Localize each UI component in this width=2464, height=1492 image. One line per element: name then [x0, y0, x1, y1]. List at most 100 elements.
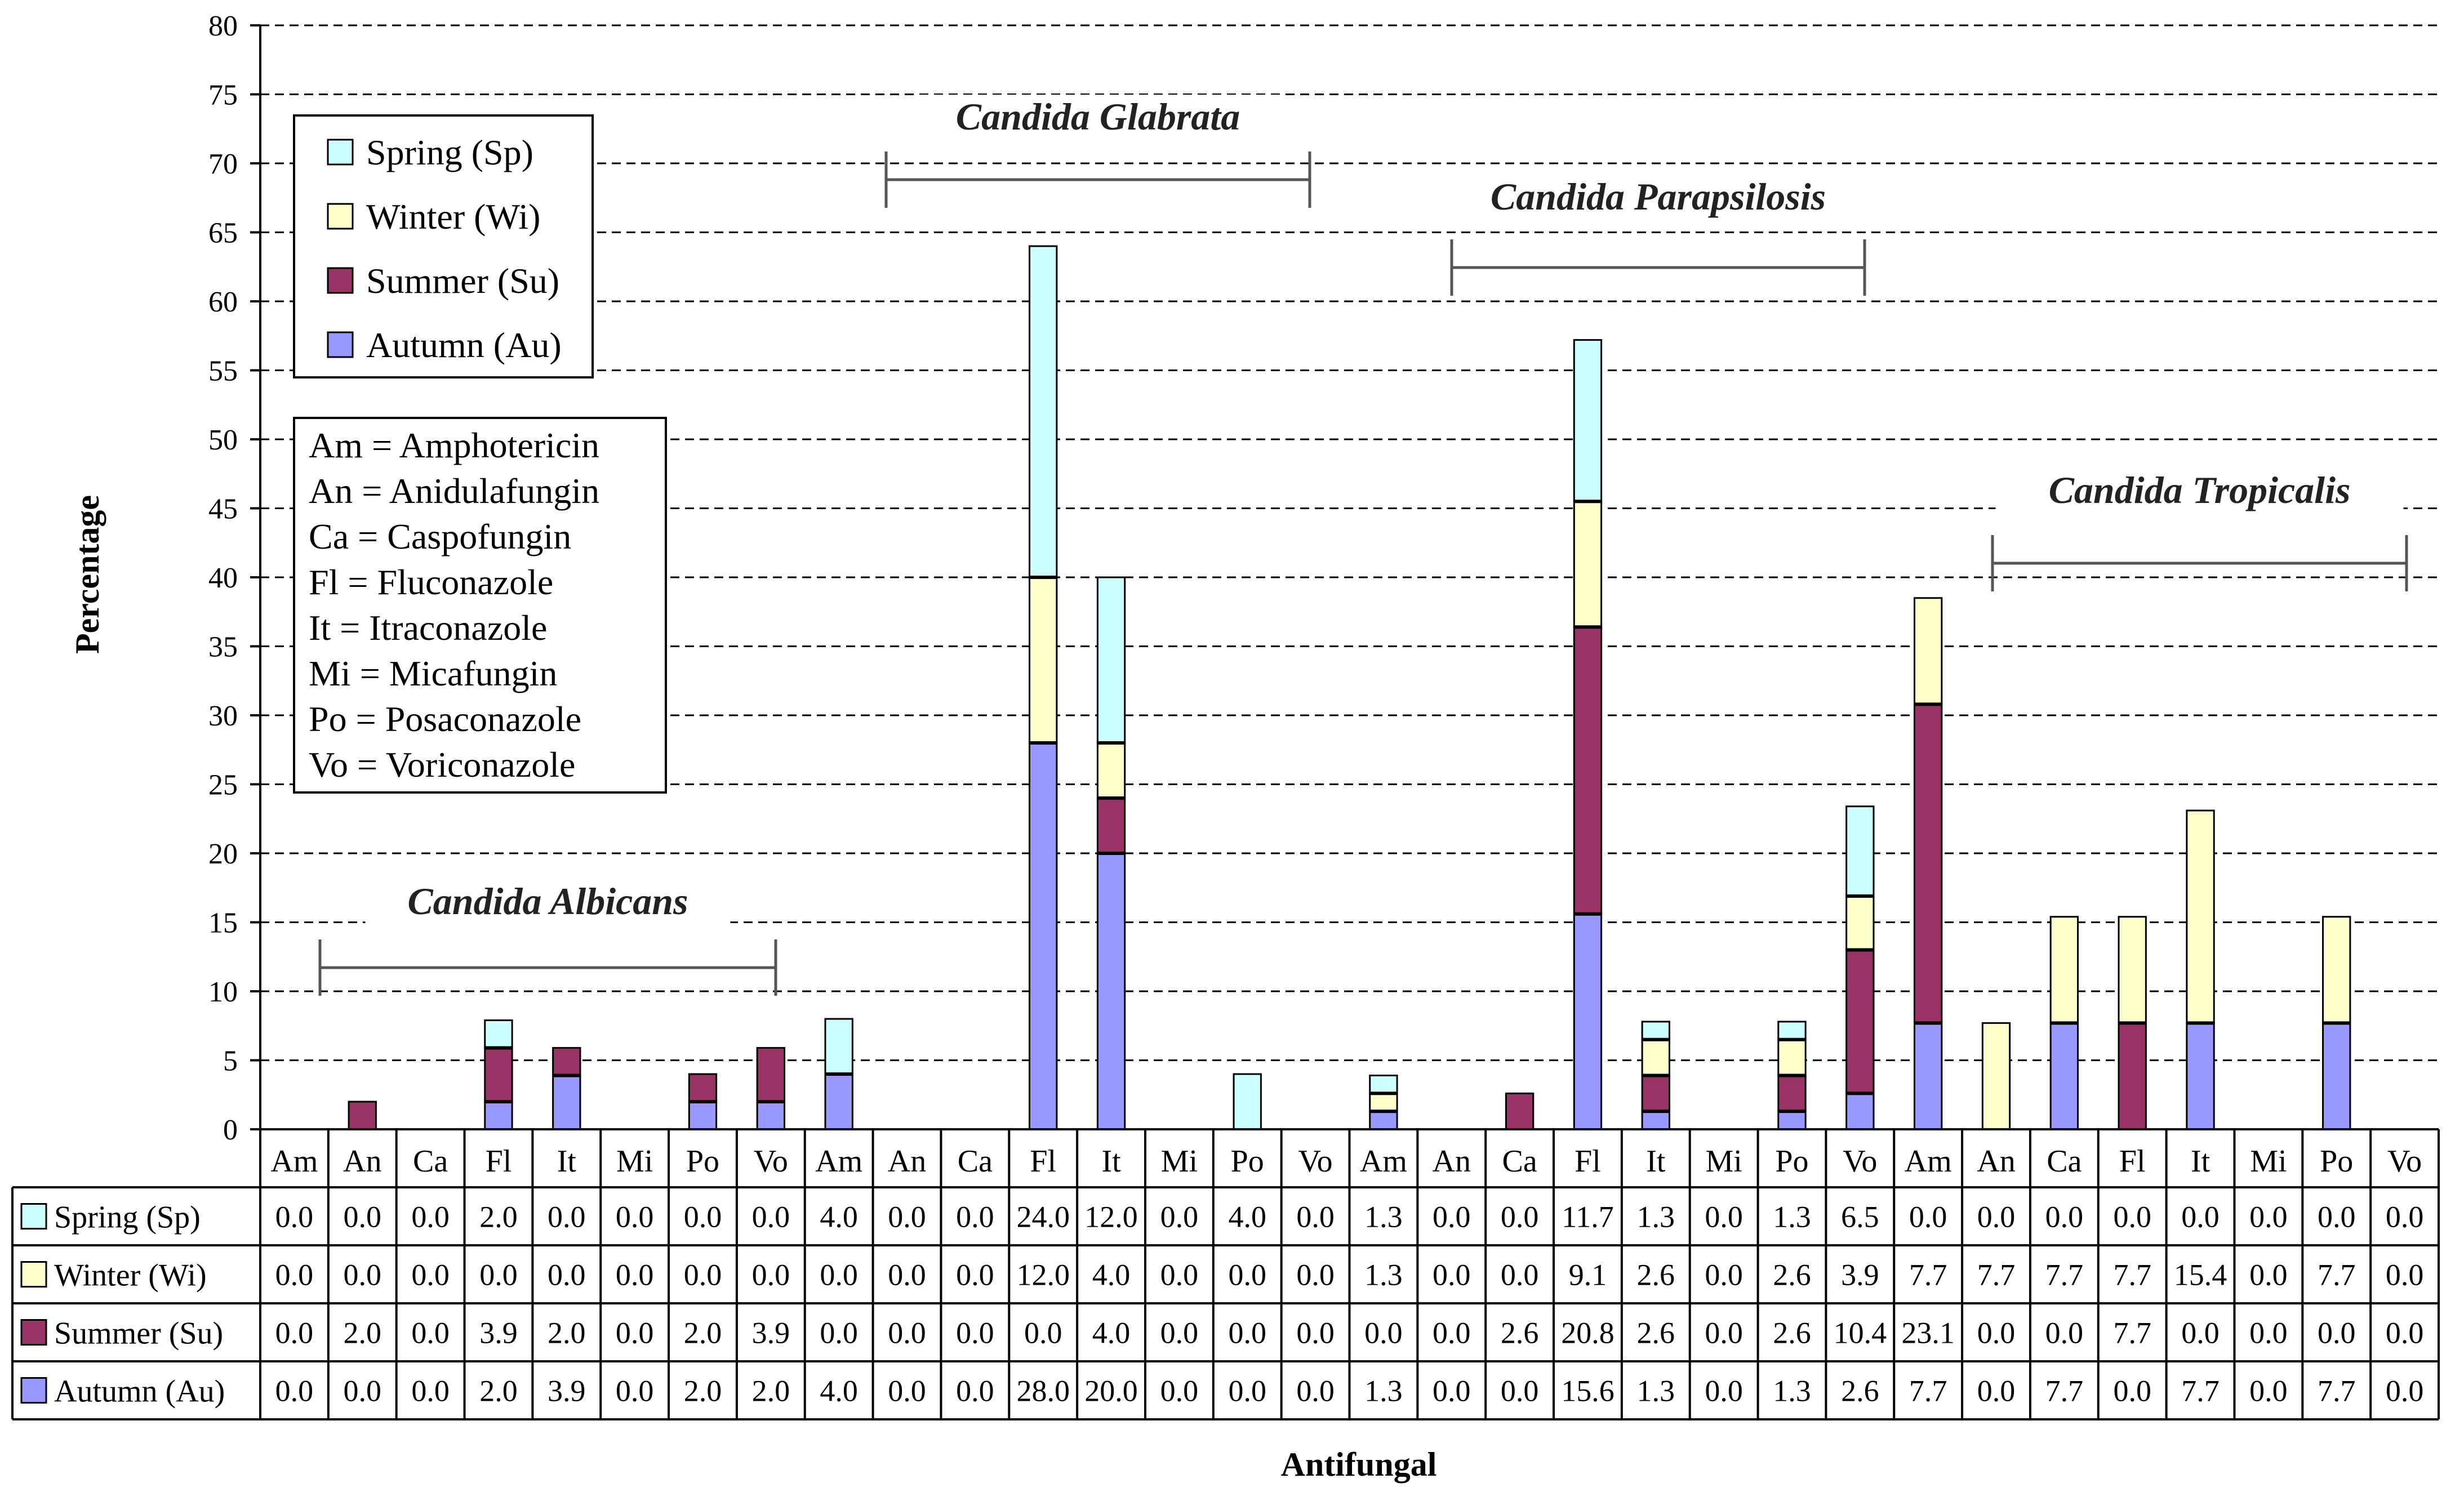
- data-label: 6.5: [1841, 1200, 1879, 1234]
- category-label: Po: [1231, 1144, 1264, 1179]
- row-swatch: [20, 1319, 47, 1346]
- data-label: 0.0: [1501, 1374, 1539, 1408]
- data-label: 0.0: [1705, 1374, 1743, 1408]
- y-tick-label: 45: [208, 493, 238, 525]
- data-label: 2.0: [684, 1374, 722, 1408]
- data-label: 0.0: [616, 1374, 654, 1408]
- row-label: Winter (Wi): [54, 1258, 207, 1293]
- y-tick-label: 55: [208, 355, 238, 388]
- category-label: It: [557, 1144, 577, 1179]
- category-label: Fl: [1575, 1144, 1601, 1179]
- abbreviation-label: Ca = Caspofungin: [309, 516, 571, 556]
- category-label: Mi: [2250, 1144, 2287, 1179]
- bar-segment-winter: [1981, 1022, 2011, 1130]
- legend-label: Spring (Sp): [366, 132, 533, 172]
- group-title: Candida Glabrata: [956, 95, 1240, 138]
- data-label: 28.0: [1016, 1374, 1070, 1408]
- category-label: Mi: [1161, 1144, 1198, 1179]
- bar-segment-spring: [1777, 1021, 1807, 1041]
- data-label: 0.0: [684, 1200, 722, 1234]
- data-label: 0.0: [888, 1316, 926, 1350]
- bar-segment-summer: [1641, 1074, 1670, 1112]
- y-tick-label: 30: [208, 700, 238, 732]
- data-label: 0.0: [1160, 1316, 1199, 1350]
- bar-segment-winter: [1845, 895, 1875, 951]
- bar-segment-spring: [824, 1018, 853, 1075]
- data-label: 0.0: [2249, 1316, 2288, 1350]
- bar-segment-autumn: [1641, 1110, 1670, 1130]
- y-tick-label: 75: [208, 79, 238, 112]
- legend-swatch: [327, 331, 354, 358]
- data-label: 0.0: [2318, 1316, 2356, 1350]
- y-tick-label: 15: [208, 907, 238, 939]
- data-label: 0.0: [752, 1258, 790, 1292]
- group-title: Candida Albicans: [407, 880, 688, 923]
- data-label: 0.0: [820, 1258, 858, 1292]
- row-swatch: [20, 1261, 47, 1288]
- data-label: 0.0: [1296, 1200, 1335, 1234]
- category-label: Mi: [1705, 1144, 1742, 1179]
- data-label: 0.0: [275, 1316, 314, 1350]
- data-label: 0.0: [275, 1258, 314, 1292]
- data-label: 7.7: [1909, 1374, 1947, 1408]
- data-label: 0.0: [1705, 1316, 1743, 1350]
- data-label: 0.0: [956, 1200, 994, 1234]
- bar-segment-summer: [1505, 1092, 1535, 1130]
- bar-segment-winter: [2049, 916, 2079, 1024]
- y-tick-label: 10: [208, 976, 238, 1008]
- category-label: Am: [815, 1144, 862, 1179]
- category-label: Po: [686, 1144, 719, 1179]
- data-label: 24.0: [1016, 1200, 1070, 1234]
- bar-segment-spring: [1369, 1074, 1398, 1094]
- data-label: 12.0: [1084, 1200, 1138, 1234]
- data-label: 0.0: [411, 1316, 450, 1350]
- bar-segment-spring: [1096, 576, 1126, 744]
- data-label: 0.0: [956, 1374, 994, 1408]
- bar-segment-spring: [1641, 1021, 1670, 1041]
- bar-segment-winter: [1777, 1039, 1807, 1076]
- abbreviation-legend: Am = Amphotericin An = Anidulafungin Ca = …: [293, 417, 667, 794]
- data-label: 7.7: [2045, 1258, 2084, 1292]
- category-label: Am: [1360, 1144, 1407, 1179]
- data-label: 0.0: [1296, 1258, 1335, 1292]
- bar-segment-summer: [1096, 797, 1126, 854]
- data-label: 7.7: [2181, 1374, 2220, 1408]
- data-label: 0.0: [1433, 1200, 1471, 1234]
- category-label: Ca: [1502, 1144, 1537, 1179]
- y-tick-label: 40: [208, 562, 238, 594]
- bar-segment-summer: [2118, 1022, 2147, 1130]
- y-tick-label: 5: [223, 1045, 238, 1077]
- category-label: Am: [270, 1144, 318, 1179]
- bar-segment-autumn: [2049, 1022, 2079, 1130]
- data-label: 4.0: [1092, 1258, 1131, 1292]
- bar-segment-spring: [1573, 339, 1603, 502]
- data-label: 20.8: [1561, 1316, 1615, 1350]
- abbreviation-box: [293, 417, 667, 794]
- gridlines: [260, 24, 2439, 1061]
- legend-label: Summer (Su): [366, 261, 559, 301]
- bar-segment-autumn: [1777, 1110, 1807, 1130]
- data-label: 2.6: [1773, 1258, 1811, 1292]
- data-label: 0.0: [1433, 1316, 1471, 1350]
- legend-label: Winter (Wi): [366, 197, 540, 237]
- data-label: 2.6: [1773, 1316, 1811, 1350]
- group-title-bg: [1433, 175, 1884, 221]
- bar-segment-winter: [1641, 1039, 1670, 1076]
- data-table: Am An Ca Fl It Mi Po Vo Am An Ca Fl It Mi Po Vo Am An Ca Fl…: [11, 1128, 2440, 1420]
- y-tick-label: 0: [223, 1114, 238, 1146]
- data-label: 0.0: [548, 1200, 586, 1234]
- data-label: 2.0: [752, 1374, 790, 1408]
- category-label: An: [888, 1144, 926, 1179]
- data-label: 0.0: [2045, 1200, 2084, 1234]
- data-label: 0.0: [2181, 1200, 2220, 1234]
- data-label: 0.0: [888, 1200, 926, 1234]
- bar-segment-summer: [348, 1101, 377, 1130]
- data-label: 0.0: [411, 1374, 450, 1408]
- data-label: 0.0: [616, 1200, 654, 1234]
- group-title-bg: [365, 879, 731, 925]
- bar-segment-autumn: [2186, 1022, 2215, 1130]
- data-label: 0.0: [2045, 1316, 2084, 1350]
- bar-segment-winter: [1096, 742, 1126, 799]
- data-label: 10.4: [1834, 1316, 1887, 1350]
- data-label: 3.9: [548, 1374, 586, 1408]
